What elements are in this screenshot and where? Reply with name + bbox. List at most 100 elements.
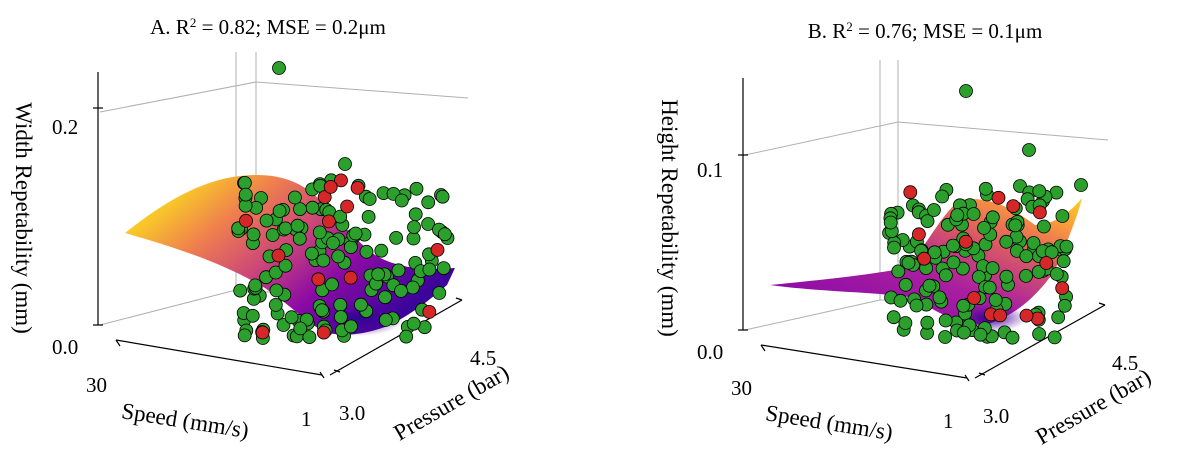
data-point-green [1019, 268, 1033, 283]
data-point-green [927, 245, 942, 260]
data-point-green [333, 310, 348, 324]
data-point-green [901, 255, 916, 270]
data-point-green [284, 310, 299, 325]
panel-a-ztick-0: 0.0 [52, 335, 78, 359]
data-point-green [436, 261, 451, 276]
panel-a-xtick-1: 1 [301, 407, 312, 431]
data-point-green [959, 84, 973, 98]
data-point-green [248, 278, 263, 293]
data-point-green [293, 202, 307, 217]
panel-b-xtick-1: 1 [943, 409, 954, 433]
data-point-green [1032, 184, 1047, 199]
panel-b-ytick-1: 4.5 [1112, 351, 1138, 375]
data-point-green [956, 298, 971, 313]
data-point-green [1059, 239, 1074, 254]
data-point-red [1019, 308, 1034, 323]
data-point-red [340, 199, 355, 214]
data-point-red [958, 234, 973, 249]
data-point-red [271, 248, 286, 263]
data-point-green [1008, 218, 1023, 233]
data-point-green [359, 244, 374, 259]
data-point-green [237, 328, 252, 343]
data-point-green [973, 327, 988, 342]
data-point-green [408, 207, 423, 222]
data-point-red [903, 185, 918, 200]
data-point-green [946, 255, 961, 270]
data-point-green [938, 313, 953, 328]
data-point-green [302, 330, 317, 345]
data-point-green [245, 308, 260, 323]
data-point-green [407, 220, 421, 235]
data-point-green [378, 290, 393, 305]
data-point-green [950, 208, 965, 223]
data-point-green [361, 209, 376, 224]
data-point-green [287, 190, 302, 205]
data-point-green [1032, 327, 1046, 341]
data-point-green [999, 234, 1014, 249]
data-point-red [993, 308, 1007, 323]
data-point-red [239, 213, 253, 228]
data-point-red [917, 251, 931, 266]
data-point-red [1033, 205, 1047, 220]
data-point-green [437, 227, 452, 242]
data-point-green [1026, 236, 1041, 250]
data-point-red [334, 173, 348, 188]
data-point-green [972, 269, 986, 284]
data-point-green [883, 215, 898, 230]
data-point-red [967, 291, 981, 305]
data-point-green [344, 319, 358, 334]
panel-b-title: B. R2 = 0.76; MSE = 0.1μm [808, 19, 1043, 44]
data-point-green [978, 181, 993, 196]
data-point-green [421, 217, 436, 231]
panel-a-xlabel: Speed (mm/s) [120, 398, 251, 443]
data-point-green [435, 189, 450, 204]
data-point-green [246, 227, 261, 242]
data-point-green [432, 286, 447, 300]
data-point-green [272, 204, 287, 218]
data-point-green [977, 220, 991, 235]
data-point-green [920, 315, 935, 330]
data-point-red [311, 272, 326, 287]
panel-b-ztick-1: 0.1 [697, 158, 723, 182]
panel-a-ytick-1: 4.5 [470, 346, 496, 370]
data-point-green [399, 329, 414, 344]
data-point-green [966, 207, 981, 221]
data-point-red [255, 325, 270, 340]
data-point-red [317, 190, 332, 205]
data-point-green [422, 262, 437, 277]
panel-b-grid [744, 60, 1109, 331]
data-point-green [1019, 249, 1034, 264]
panel-a-zlabel: Width Repetability (mm) [11, 102, 36, 334]
data-point-green [891, 264, 906, 279]
data-point-green [325, 277, 339, 292]
panel-b-xtick-0: 30 [731, 376, 752, 400]
panel-a: A. R2 = 0.82; MSE = 0.2μm 0.0 [11, 15, 513, 446]
data-point-green [999, 269, 1014, 284]
data-point-green [985, 210, 1000, 225]
data-point-green [389, 230, 404, 245]
data-point-red [430, 242, 445, 257]
data-point-green [315, 303, 329, 318]
panel-a-ytick-0: 3.0 [339, 401, 365, 425]
data-point-green [1074, 178, 1088, 192]
data-point-red [343, 270, 358, 285]
data-point-green [272, 61, 286, 75]
data-point-green [1022, 143, 1036, 157]
data-point-green [898, 277, 913, 292]
data-point-red [323, 179, 338, 194]
data-point-green [1044, 245, 1059, 260]
data-point-green [1037, 219, 1051, 234]
data-point-green [394, 193, 409, 208]
panel-b-ytick-0: 3.0 [983, 404, 1009, 428]
data-point-green [378, 312, 393, 327]
data-point-red [1006, 199, 1021, 214]
data-point-red [1039, 256, 1054, 270]
data-point-green [316, 253, 331, 268]
data-point-green [331, 249, 346, 264]
data-point-green [985, 261, 1000, 276]
data-point-green [1057, 298, 1072, 313]
data-point-green [278, 221, 293, 236]
data-point-green [932, 290, 947, 305]
data-point-green [237, 175, 252, 190]
